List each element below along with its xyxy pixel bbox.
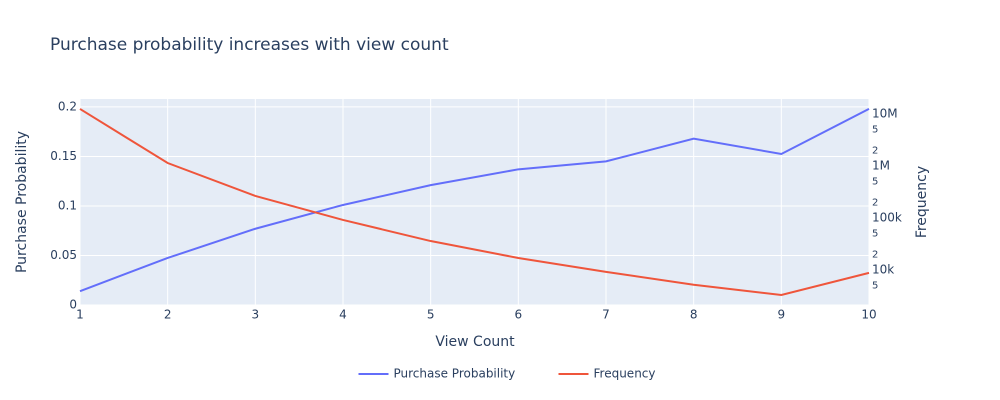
x-tick-label: 3 — [252, 308, 260, 322]
y-tick-label: 0.15 — [50, 149, 77, 163]
y2-axis-title: Frequency — [914, 166, 930, 238]
y2-tick-label: 10M — [872, 106, 898, 120]
x-tick-label: 9 — [778, 308, 786, 322]
y2-tick-label: 10k — [872, 262, 894, 276]
x-tick-label: 4 — [339, 308, 347, 322]
y-tick-label: 0.05 — [50, 248, 77, 262]
x-tick-label: 1 — [76, 308, 84, 322]
y2-tick-label: 5 — [872, 229, 878, 240]
y2-tick-label: 2 — [872, 197, 878, 208]
y2-tick-label: 5 — [872, 125, 878, 136]
y2-tick-label: 1M — [872, 158, 890, 172]
series-line — [79, 108, 870, 293]
chart-title: Purchase probability increases with view… — [50, 35, 449, 55]
y2-tick-label: 100k — [872, 210, 902, 224]
y-tick-label: 0.2 — [58, 99, 77, 113]
x-tick-label: 5 — [427, 308, 435, 322]
y2-tick-label: 5 — [872, 177, 878, 188]
y-axis-title: Purchase Probability — [14, 131, 30, 273]
x-tick-label: 8 — [690, 308, 698, 322]
legend-label: Frequency — [594, 367, 656, 381]
series-line — [79, 108, 870, 297]
y2-tick-label: 2 — [872, 145, 878, 156]
x-tick-label: 2 — [164, 308, 172, 322]
y-tick-label: 0.1 — [58, 198, 77, 212]
y-tick-label: 0 — [69, 298, 77, 312]
y2-tick-label: 2 — [872, 249, 878, 260]
legend-label: Purchase Probability — [394, 367, 516, 381]
x-tick-label: 10 — [861, 308, 876, 322]
x-tick-label: 6 — [515, 308, 523, 322]
plot-area — [80, 99, 869, 305]
x-tick-label: 7 — [602, 308, 610, 322]
y2-tick-label: 5 — [872, 281, 878, 292]
x-axis-title: View Count — [435, 334, 515, 350]
